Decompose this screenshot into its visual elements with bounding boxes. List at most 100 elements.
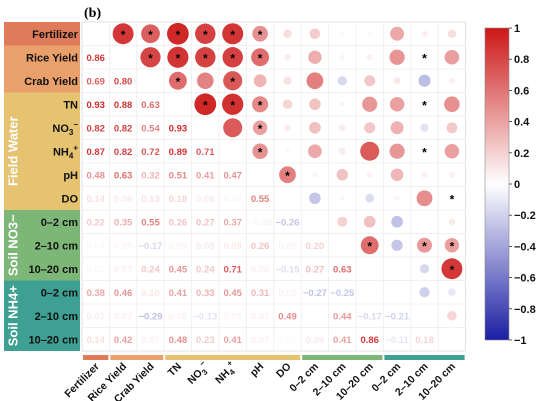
correlation-circle [338, 124, 346, 132]
correlation-value: −0.05 [248, 217, 273, 228]
correlation-value: 0.08 [114, 194, 133, 205]
row-label: 0–2 cm [41, 217, 79, 229]
correlation-value: 0.71 [196, 147, 215, 158]
correlation-value: 0.69 [86, 76, 105, 87]
correlation-value: 0.93 [169, 123, 188, 134]
colorbar-tick-label: −0.4 [514, 241, 537, 253]
correlation-value: 0.63 [114, 170, 133, 181]
correlation-value: 0.93 [86, 100, 105, 111]
correlation-value: 0.41 [169, 288, 188, 299]
row-label: 2–10 cm [35, 311, 79, 323]
row-label: pH [63, 170, 78, 182]
correlation-circle [394, 195, 400, 201]
significance-marker: * [422, 98, 427, 112]
correlation-value: 0.07 [251, 335, 270, 346]
group-band-left [4, 210, 80, 281]
row-label: Fertilizer [32, 29, 79, 41]
correlation-circle [222, 47, 243, 68]
correlation-circle [339, 195, 345, 201]
column-label: NH4+ [211, 358, 240, 387]
correlation-circle [441, 258, 463, 280]
correlation-value: 0.27 [196, 217, 215, 228]
row-labels: Fertilizer Rice Yield Crab Yield TN NO3− NH4+… [24, 29, 79, 347]
correlation-circle [195, 23, 216, 44]
correlation-value: 0.23 [196, 335, 215, 346]
significance-marker: * [258, 51, 263, 65]
group-label: Soil NH4+ [5, 285, 20, 346]
correlation-circle [252, 120, 268, 135]
significance-marker: * [203, 51, 208, 65]
correlation-value: −0.13 [193, 311, 217, 322]
colorbar-tick-label: 0.6 [514, 85, 529, 97]
correlation-circle [389, 49, 405, 65]
correlation-circle [140, 47, 161, 68]
correlation-value: −0.27 [303, 288, 327, 299]
column-label: DO [274, 361, 294, 381]
correlation-value: 0.47 [223, 170, 242, 181]
correlation-circle [421, 30, 428, 37]
correlation-circle [393, 77, 401, 85]
row-label: 0–2 cm [41, 287, 79, 299]
group-band-left [4, 280, 80, 351]
correlation-value: −0.11 [385, 335, 409, 346]
row-label: 10–20 cm [28, 264, 78, 276]
correlation-circle [283, 76, 292, 85]
correlation-circle [444, 49, 460, 65]
correlation-circle [447, 29, 457, 38]
significance-marker: * [450, 263, 455, 277]
significance-marker: * [450, 192, 455, 206]
correlation-circle [337, 216, 348, 227]
colorbar-tick-label: −1 [514, 335, 527, 347]
correlation-value: 0.82 [114, 147, 133, 158]
significance-marker: * [285, 169, 290, 183]
correlation-value: 0.14 [86, 194, 105, 205]
significance-marker: * [258, 122, 263, 136]
group-band-left [4, 45, 80, 93]
correlation-circle [448, 171, 455, 178]
correlation-value: 0.05 [169, 241, 188, 252]
matrix-cells: * * * * * * 0.86 * * * * * * 0.69 0.80 * * 0.93 0.88 0.63 * *… [86, 22, 463, 346]
significance-marker: * [176, 75, 181, 89]
correlation-circle [284, 54, 291, 61]
correlation-circle [222, 23, 244, 45]
correlation-value: 0.06 [251, 264, 270, 275]
correlation-circle [447, 310, 457, 321]
correlation-circle [444, 96, 460, 113]
colorbar-tick-label: 1 [514, 23, 520, 35]
correlation-value: −0.17 [138, 241, 162, 252]
significance-marker: * [230, 75, 235, 89]
significance-marker: * [258, 28, 263, 42]
colorbar-tick-label: −0.8 [514, 304, 536, 316]
correlation-circle [363, 215, 376, 228]
correlation-circle [251, 48, 270, 67]
significance-marker: * [121, 28, 126, 42]
correlation-circle [141, 24, 160, 44]
significance-marker: * [422, 239, 427, 253]
column-label: NO3− [183, 358, 213, 388]
correlation-value: 0.05 [278, 241, 297, 252]
correlation-circle [416, 190, 433, 207]
correlation-circle [253, 74, 267, 88]
correlation-value: 0.07 [251, 311, 270, 322]
correlation-value: 0.88 [114, 100, 133, 111]
correlation-circle [340, 31, 345, 37]
correlation-value: 0.26 [169, 217, 188, 228]
panel-label: (b) [84, 6, 101, 21]
group-band-bottom [83, 355, 109, 360]
correlation-circle [285, 148, 290, 154]
correlation-value: 0.63 [333, 264, 352, 275]
correlation-circle [448, 77, 455, 84]
significance-marker: * [230, 28, 235, 42]
correlation-circle [309, 98, 321, 111]
group-band-bottom [384, 355, 465, 360]
correlation-value: 0.09 [306, 335, 325, 346]
significance-marker: * [148, 28, 153, 42]
correlation-value: 0.05 [223, 311, 242, 322]
colorbar-tick-label: −0.6 [514, 273, 536, 285]
correlation-value: 0.04 [223, 194, 242, 205]
correlation-circle [366, 54, 373, 61]
correlation-value: 0.22 [86, 217, 105, 228]
correlation-value: 0.48 [86, 170, 105, 181]
correlation-circle [252, 143, 268, 159]
